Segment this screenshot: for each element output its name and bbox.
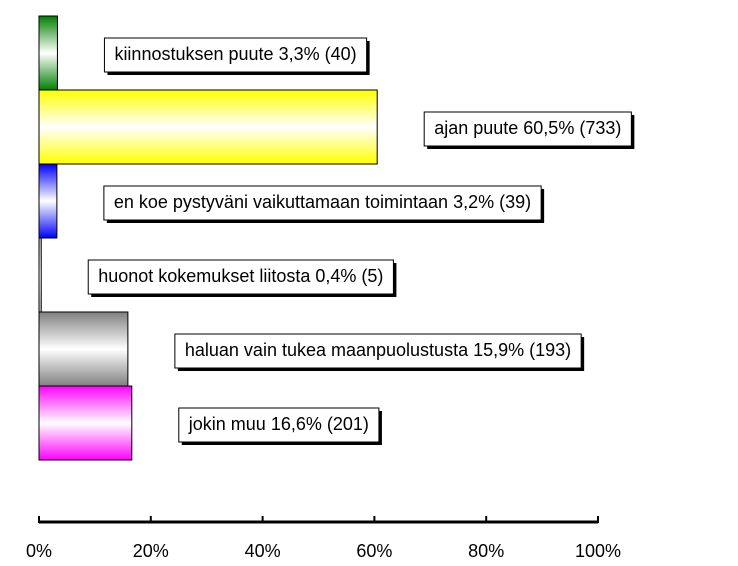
bar <box>38 385 133 461</box>
value-label: 3,3% (40) <box>279 44 357 64</box>
data-label: huonot kokemukset liitosta 0,4% (5) <box>98 266 383 286</box>
x-tick-label: 40% <box>245 541 281 561</box>
bar <box>38 311 129 387</box>
bar <box>38 163 58 239</box>
category-name: jokin muu <box>188 414 266 434</box>
x-tick-label: 0% <box>26 541 52 561</box>
category-name: kiinnostuksen puute <box>114 44 273 64</box>
category-name: ajan puute <box>434 118 518 138</box>
bar <box>38 15 58 91</box>
x-tick-label: 60% <box>356 541 392 561</box>
label-box <box>87 259 394 295</box>
label-box <box>178 407 380 443</box>
label-box <box>103 185 542 221</box>
category-name: en koe pystyväni vaikuttamaan toimintaan <box>114 192 448 212</box>
label-box <box>103 37 368 73</box>
bar <box>38 237 42 313</box>
value-label: 3,2% (39) <box>453 192 531 212</box>
x-tick-label: 20% <box>133 541 169 561</box>
data-label: haluan vain tukea maanpuolustusta 15,9% … <box>185 340 571 360</box>
label-box <box>423 111 632 147</box>
data-label: en koe pystyväni vaikuttamaan toimintaan… <box>114 192 531 212</box>
value-label: 0,4% (5) <box>315 266 383 286</box>
data-label: jokin muu 16,6% (201) <box>188 414 369 434</box>
category-name: haluan vain tukea maanpuolustusta <box>185 340 469 360</box>
value-label: 16,6% (201) <box>271 414 369 434</box>
label-box <box>174 333 582 369</box>
bar <box>38 89 378 165</box>
x-tick-label: 80% <box>468 541 504 561</box>
data-label: kiinnostuksen puute 3,3% (40) <box>114 44 356 64</box>
value-label: 60,5% (733) <box>523 118 621 138</box>
x-tick-label: 100% <box>575 541 621 561</box>
value-label: 15,9% (193) <box>473 340 571 360</box>
category-name: huonot kokemukset liitosta <box>98 266 311 286</box>
data-label: ajan puute 60,5% (733) <box>434 118 621 138</box>
